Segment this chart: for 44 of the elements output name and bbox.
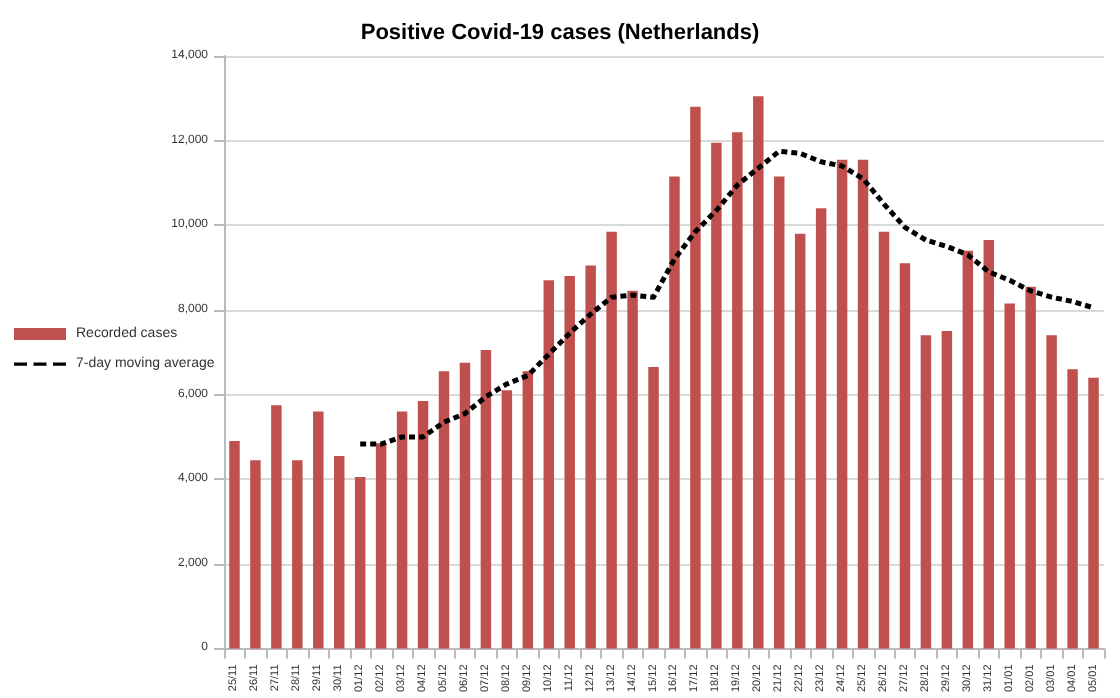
bar (334, 455, 345, 649)
bar (753, 96, 764, 649)
bar (1004, 303, 1015, 649)
line-series (357, 148, 1097, 447)
bar (522, 371, 534, 649)
bar (857, 159, 869, 649)
bar (983, 240, 994, 649)
bar (836, 159, 848, 649)
bar (313, 411, 324, 649)
bar (669, 176, 680, 649)
bar (648, 367, 659, 649)
bar (1088, 377, 1099, 649)
bar (271, 405, 282, 649)
bar (627, 290, 638, 649)
bar (606, 231, 617, 649)
bar (585, 265, 596, 649)
bar (564, 276, 575, 649)
bar (1046, 335, 1057, 649)
bar (878, 231, 890, 649)
bar (480, 350, 492, 649)
bar (774, 176, 785, 649)
bar (1025, 286, 1036, 649)
bar (711, 142, 722, 649)
bar (1067, 369, 1078, 649)
bar (815, 208, 827, 649)
bar (962, 250, 974, 649)
bar (292, 460, 303, 649)
bar (354, 477, 366, 649)
bar (920, 335, 932, 649)
bar (690, 106, 701, 649)
bar (396, 411, 408, 649)
bar (899, 263, 911, 649)
bar (438, 371, 450, 649)
bar (732, 132, 743, 649)
bar (250, 460, 261, 649)
bar (941, 331, 953, 649)
bar (501, 390, 513, 649)
bar (417, 400, 429, 649)
chart-title: Positive Covid-19 cases (Netherlands) (360, 21, 760, 45)
bar (794, 233, 806, 649)
bar (543, 280, 554, 649)
bar (229, 441, 240, 649)
bar (459, 362, 471, 649)
bar (375, 443, 387, 649)
